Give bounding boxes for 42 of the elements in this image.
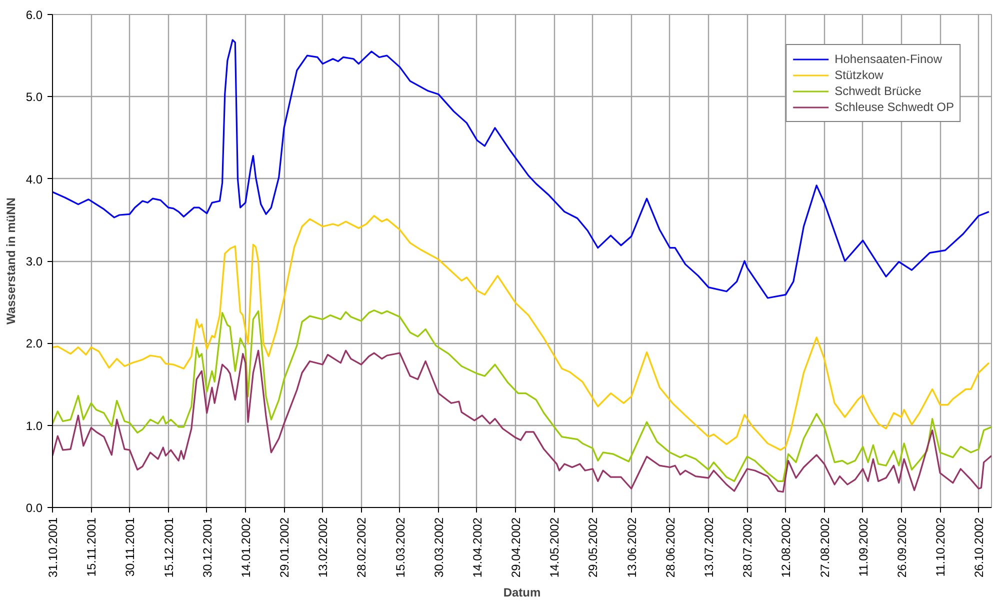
x-tick-label: 26.09.2002 [894,517,909,578]
y-tick-label: 3.0 [26,254,43,268]
x-tick-label: 29.05.2002 [586,517,600,578]
y-tick-label: 2.0 [26,336,43,351]
x-axis-title: Datum [503,586,541,600]
x-tick-label: 15.03.2002 [393,517,408,578]
x-tick-label: 26.10.2002 [972,517,986,578]
x-tick-label: 14.01.2002 [238,517,253,578]
x-tick-label: 30.11.2001 [123,517,138,577]
y-tick-label: 0.0 [26,501,43,515]
x-tick-label: 30.03.2002 [432,517,446,578]
y-tick-label: 6.0 [26,8,43,22]
x-tick-label: 15.12.2001 [162,517,176,578]
x-tick-label: 30.12.2001 [200,517,214,578]
legend-label: Schwedt Brücke [834,83,922,99]
x-tick-label: 13.07.2002 [702,517,716,578]
legend-label: Hohensaaten-Finow [834,51,942,67]
y-tick-label: 5.0 [26,90,43,104]
x-tick-label: 15.11.2001 [84,517,99,577]
legend-label: Schleuse Schwedt OP [834,99,954,115]
x-tick-label: 13.06.2002 [624,517,639,578]
x-tick-label: 29.04.2002 [509,517,524,578]
x-tick-label: 28.07.2002 [740,517,755,578]
x-tick-label: 27.08.2002 [818,517,832,578]
x-tick-label: 13.02.2002 [316,517,330,578]
x-tick-label: 14.05.2002 [548,517,562,578]
legend-label: Stützkow [834,67,884,83]
x-tick-label: 12.08.2002 [779,517,794,578]
x-tick-label: 14.04.2002 [470,517,484,578]
line-series [52,215,990,451]
x-tick-label: 31.10.2001 [46,517,60,578]
line-series [52,350,992,493]
x-tick-label: 11.09.2002 [856,517,870,577]
y-tick-label: 4.0 [26,172,43,186]
line-series [52,310,992,482]
y-axis-title: Wasserstand in müNN [4,198,18,324]
x-tick-label: 11.10.2002 [934,517,948,577]
x-tick-label: 29.01.2002 [278,517,292,578]
x-tick-label: 28.02.2002 [354,517,369,578]
line-series [52,39,990,299]
y-tick-label: 1.0 [26,418,43,433]
x-tick-label: 28.06.2002 [663,517,678,578]
